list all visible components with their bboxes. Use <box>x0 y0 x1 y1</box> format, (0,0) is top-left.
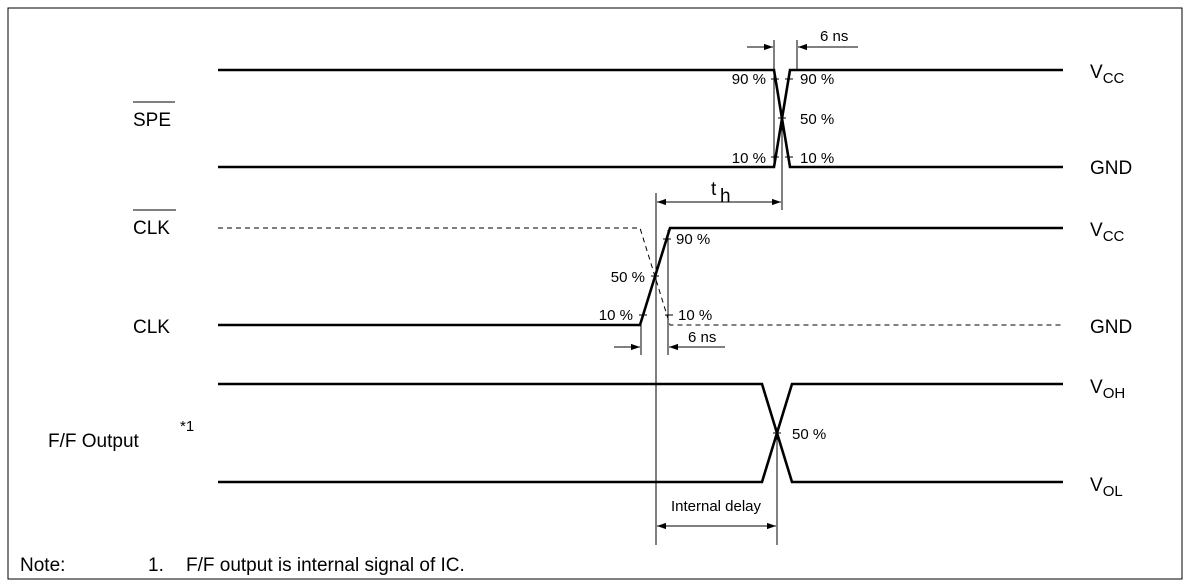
level-labels: VCC GND VCC GND VOH VOL <box>1090 62 1132 500</box>
spe-rise-time-dimension <box>747 40 858 167</box>
clk-rise-time-label: 6 ns <box>688 329 716 346</box>
clk-90-label: 90 % <box>676 231 710 248</box>
internal-delay-dimension <box>657 433 778 545</box>
clk-10-right-label: 10 % <box>678 307 712 324</box>
note-label: Note: <box>20 555 65 576</box>
vcc-label-clk: VCC <box>1090 220 1125 245</box>
spe-10-right-label: 10 % <box>800 150 834 167</box>
clk-50-label: 50 % <box>611 269 645 286</box>
note-text: F/F output is internal signal of IC. <box>186 555 465 576</box>
voh-label: VOH <box>1090 377 1125 402</box>
clk-level-ticks <box>639 238 673 316</box>
spe-50-label: 50 % <box>800 111 834 128</box>
ff-50-label: 50 % <box>792 426 826 443</box>
clk-rise-time-dimension <box>614 230 725 355</box>
spe-label: SPE <box>133 110 171 131</box>
th-label-sub: h <box>720 186 731 207</box>
footnote: Note: 1. F/F output is internal signal o… <box>20 555 465 576</box>
clk-label: CLK <box>133 317 170 338</box>
internal-delay-label: Internal delay <box>671 498 762 515</box>
note-number: 1. <box>148 555 164 576</box>
gnd-label-spe: GND <box>1090 158 1132 179</box>
clk-bar-label: CLK <box>133 218 170 239</box>
spe-waveform <box>218 68 1063 169</box>
ff-output-waveform <box>218 382 1063 484</box>
spe-90-right-label: 90 % <box>800 71 834 88</box>
th-label-main: t <box>711 179 717 200</box>
th-dimension <box>655 118 783 545</box>
spe-10-left-label: 10 % <box>732 150 766 167</box>
clk-10-left-label: 10 % <box>599 307 633 324</box>
gnd-label-clk: GND <box>1090 317 1132 338</box>
spe-90-left-label: 90 % <box>732 71 766 88</box>
ff-footnote-mark: *1 <box>180 418 194 435</box>
ff-output-label: F/F Output <box>48 431 140 452</box>
diagram-border <box>7 7 1183 580</box>
spe-rise-time-label: 6 ns <box>820 28 848 45</box>
vol-label: VOL <box>1090 475 1123 500</box>
vcc-label-spe: VCC <box>1090 62 1125 87</box>
